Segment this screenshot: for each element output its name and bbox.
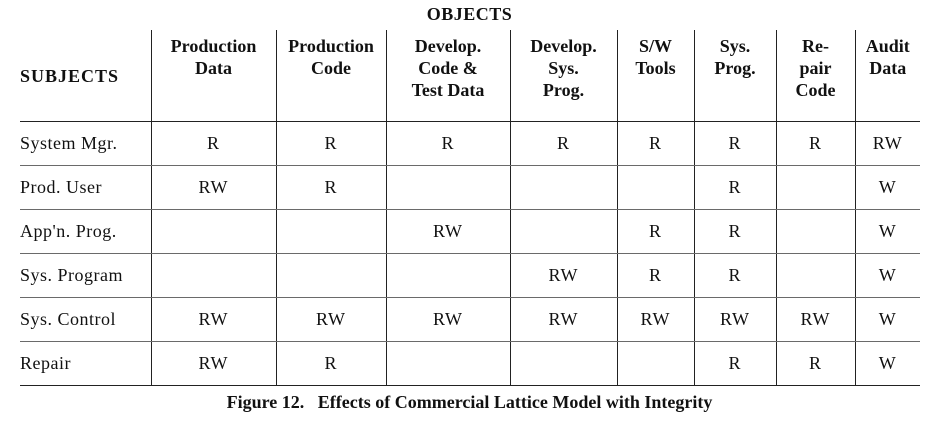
access-cell: R (385, 121, 510, 166)
column-header: Production Code (275, 30, 386, 122)
access-cell: R (693, 121, 776, 166)
access-cell: R (693, 165, 776, 210)
access-cell: RW (693, 297, 776, 342)
access-cell (509, 209, 617, 254)
table-row: Prod. User RW R R W (20, 165, 920, 210)
subject-label: Sys. Control (20, 297, 151, 342)
access-cell: RW (509, 253, 617, 298)
column-header-line: Sys. (719, 36, 751, 56)
access-cell: R (693, 209, 776, 254)
subject-label: System Mgr. (20, 121, 151, 166)
access-cell: R (775, 341, 855, 386)
objects-title: OBJECTS (426, 4, 513, 24)
column-header-line: Develop. (414, 36, 482, 56)
column-header-line: Test Data (411, 80, 485, 100)
column-header: Sys. Prog. (693, 30, 776, 122)
column-header: Re-pair Code (775, 30, 855, 122)
column-header-line: Tools (635, 58, 676, 78)
header-row: SUBJECTS Production Data Production Code Dev… (20, 30, 920, 122)
access-cell (616, 165, 694, 210)
column-header: Audit Data (854, 30, 920, 122)
column-header-line: Data (869, 58, 907, 78)
column-header-line: Prog. (542, 80, 585, 100)
access-cell (385, 253, 510, 298)
access-cell: RW (854, 121, 920, 166)
access-cell: RW (385, 297, 510, 342)
access-cell: R (275, 341, 386, 386)
table-row: Sys. Control RW RW RW RW RW RW RW W (20, 297, 920, 342)
access-cell: RW (150, 297, 276, 342)
access-cell: RW (150, 341, 276, 386)
access-cell: R (275, 165, 386, 210)
access-cell: W (854, 165, 920, 210)
access-cell: RW (385, 209, 510, 254)
access-cell: RW (275, 297, 386, 342)
table-row: App'n. Prog. RW R R W (20, 209, 920, 254)
access-cell: RW (150, 165, 276, 210)
access-cell: RW (509, 297, 617, 342)
access-cell (616, 341, 694, 386)
access-cell (150, 253, 276, 298)
subject-label: App'n. Prog. (20, 209, 151, 254)
access-cell (275, 209, 386, 254)
access-cell (775, 165, 855, 210)
access-cell: R (693, 341, 776, 386)
column-header: Production Data (150, 30, 276, 122)
column-header-line: Re- (802, 36, 829, 56)
column-header-line: Production (170, 36, 257, 56)
access-cell: R (616, 209, 694, 254)
access-cell (385, 165, 510, 210)
subject-label: Sys. Program (20, 253, 151, 298)
access-cell (775, 253, 855, 298)
table-row: Sys. Program RW R R W (20, 253, 920, 298)
access-cell (775, 209, 855, 254)
access-cell: RW (616, 297, 694, 342)
access-cell (150, 209, 276, 254)
access-cell (275, 253, 386, 298)
column-header-line: Develop. (530, 36, 597, 56)
column-header: Develop. Sys. Prog. (509, 30, 617, 122)
access-cell: W (854, 209, 920, 254)
figure-caption: Figure 12. Effects of Commercial Lattice… (226, 392, 713, 412)
column-header-line: Audit (865, 36, 910, 56)
access-cell: R (150, 121, 276, 166)
column-header-line: Prog. (714, 58, 756, 78)
column-header-line: Data (195, 58, 232, 78)
access-cell: R (275, 121, 386, 166)
subjects-header: SUBJECTS (20, 30, 151, 122)
access-cell: R (693, 253, 776, 298)
table-row: Repair RW R R R W (20, 341, 920, 386)
column-header: Develop. Code & Test Data (385, 30, 510, 122)
subject-label: Repair (20, 341, 151, 386)
column-header-line: Production (288, 36, 374, 56)
column-header-line: Code (795, 80, 836, 100)
subject-label: Prod. User (20, 165, 151, 210)
access-cell: R (616, 253, 694, 298)
access-cell: W (854, 341, 920, 386)
access-cell (509, 341, 617, 386)
table-row: System Mgr. R R R R R R R RW (20, 121, 920, 166)
column-header-line: pair (799, 58, 832, 78)
column-header-line: Code & (418, 58, 478, 78)
access-lattice-table: SUBJECTS Production Data Production Code Dev… (20, 30, 920, 386)
column-header: S/W Tools (616, 30, 694, 122)
access-cell (385, 341, 510, 386)
column-header-line: Sys. (548, 58, 579, 78)
access-cell (509, 165, 617, 210)
access-cell: R (509, 121, 617, 166)
access-cell: R (775, 121, 855, 166)
access-cell: W (854, 297, 920, 342)
table-body: System Mgr. R R R R R R R RW Prod. User RW R R W App'n… (20, 121, 920, 386)
access-cell: W (854, 253, 920, 298)
access-cell: R (616, 121, 694, 166)
column-header-line: S/W (638, 36, 672, 56)
column-header-line: Code (311, 58, 351, 78)
access-cell: RW (775, 297, 855, 342)
